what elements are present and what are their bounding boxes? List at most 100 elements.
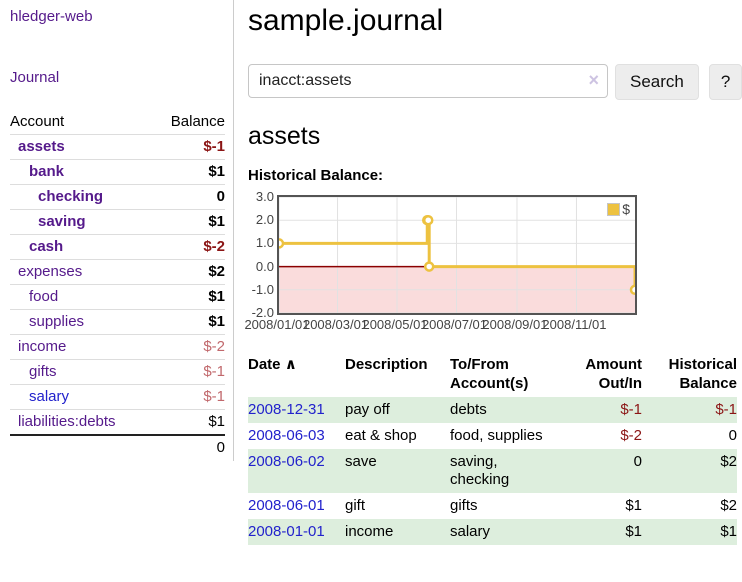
register-header-balance: Historical Balance [668,356,737,392]
search-help-button[interactable]: ? [708,64,742,100]
accounts-table: Account Balance assets $-1 bank $1 check… [10,110,225,459]
chart-legend: $ [605,200,632,218]
transaction-date-link[interactable]: 2008-12-31 [248,401,325,418]
account-row-saving: saving $1 [10,209,225,235]
account-balance-gifts: $-1 [152,359,225,385]
account-link-income[interactable]: income [18,338,67,355]
account-balance-checking: 0 [152,184,225,210]
account-balance-expenses: $2 [152,259,225,285]
x-axis-tick-label: 2008/07/01 [421,317,488,332]
chart-x-labels: 2008/01/01 2008/03/01 2008/05/01 2008/07/01… [244,317,637,333]
accounts-header-account: Account [10,113,65,130]
chart-plot-svg [279,197,635,313]
account-row-cash: cash $-2 [10,234,225,260]
journal-link[interactable]: Journal [10,69,60,86]
account-link-checking[interactable]: checking [38,188,104,205]
register-header-row: Date ∧ Description To/From Account(s) Am… [248,353,737,397]
balance-chart: 3.0 2.0 1.0 0.0 -1.0 -2.0 $ 2008/01/01 2008/03… [244,189,668,333]
account-row-liabilities-debts: liabilities:debts $1 [10,409,225,435]
register-header-description: Description [345,356,428,373]
account-balance-assets: $-1 [152,134,225,160]
transaction-date-link[interactable]: 2008-06-02 [248,453,325,470]
account-row-supplies: supplies $1 [10,309,225,335]
chart-plot: $ [277,195,637,315]
journal-nav: Journal [10,69,225,86]
register-header-date[interactable]: Date ∧ [248,353,345,397]
accounts-total-row: 0 [10,434,225,459]
legend-label: $ [622,201,630,217]
register-header-accounts: To/From Account(s) [450,356,529,392]
account-balance-bank: $1 [152,159,225,185]
date-header-label: Date [248,356,281,373]
transaction-balance: $2 [720,497,737,514]
y-axis-tick-label: -1.0 [251,281,274,297]
transaction-date-link[interactable]: 2008-01-01 [248,523,325,540]
account-row-income: income $-2 [10,334,225,360]
account-link-liabilities-debts[interactable]: liabilities:debts [18,413,116,430]
account-link-cash[interactable]: cash [29,238,64,255]
account-link-assets[interactable]: assets [18,138,65,155]
account-link-food[interactable]: food [29,288,59,305]
register-row: 2008-06-01 gift gifts $1 $2 [248,493,737,519]
account-heading: assets [248,122,321,150]
accounts-total-value: 0 [152,434,225,459]
transaction-balance: $1 [720,523,737,540]
transaction-date-link[interactable]: 2008-06-03 [248,427,325,444]
register-header-amount: Amount Out/In [585,356,642,392]
x-axis-tick-label: 2008/09/01 [482,317,548,332]
transaction-balance: $-1 [715,401,737,418]
account-balance-cash: $-2 [152,234,225,260]
account-row-food: food $1 [10,284,225,310]
account-balance-salary: $-1 [152,384,225,410]
accounts-header-balance: Balance [170,113,225,130]
sort-ascending-icon: ∧ [284,356,297,373]
transaction-accounts: debts [450,401,487,418]
account-link-bank[interactable]: bank [29,163,65,180]
transaction-accounts: saving, checking [450,453,510,488]
account-row-expenses: expenses $2 [10,259,225,285]
register-table: Date ∧ Description To/From Account(s) Am… [248,353,737,545]
account-balance-saving: $1 [152,209,225,235]
app-title: hledger-web [10,8,225,25]
transaction-balance: 0 [728,427,737,444]
account-link-expenses[interactable]: expenses [18,263,83,280]
app-title-link[interactable]: hledger-web [10,8,93,25]
account-balance-food: $1 [152,284,225,310]
transaction-amount: $-1 [620,401,642,418]
transaction-description: income [345,523,394,540]
transaction-description: save [345,453,377,470]
register-row: 2008-12-31 pay off debts $-1 $-1 [248,397,737,423]
transaction-amount: $-2 [620,427,642,444]
account-row-gifts: gifts $-1 [10,359,225,385]
transaction-description: pay off [345,401,390,418]
transaction-accounts: food, supplies [450,427,543,444]
transaction-description: gift [345,497,366,514]
x-axis-tick-label: 2008/01/01 [244,317,310,332]
search-input[interactable] [248,64,608,98]
transaction-date-link[interactable]: 2008-06-01 [248,497,325,514]
register-row: 2008-06-02 save saving, checking 0 $2 [248,449,737,493]
account-balance-liabilities-debts: $1 [152,409,225,435]
account-link-saving[interactable]: saving [38,213,86,230]
transaction-balance: $2 [720,453,737,470]
page-title: sample.journal [248,4,444,37]
clear-search-icon[interactable]: × [588,70,599,90]
account-balance-income: $-2 [152,334,225,360]
transaction-amount: $1 [625,497,642,514]
account-row-bank: bank $1 [10,159,225,185]
search-button[interactable]: Search [615,64,699,100]
accounts-header-row: Account Balance [10,110,225,135]
account-row-checking: checking 0 [10,184,225,210]
register-row: 2008-01-01 income salary $1 $1 [248,519,737,545]
account-link-supplies[interactable]: supplies [29,313,85,330]
transaction-accounts: gifts [450,497,478,514]
x-axis-tick-label: 2008/05/01 [362,317,428,332]
search-form: × Search ? [248,64,742,100]
page: hledger-web Journal Account Balance asse… [10,0,742,545]
account-balance-supplies: $1 [152,309,225,335]
transaction-amount: $1 [625,523,642,540]
y-axis-tick-label: -2.0 [251,305,274,320]
account-link-gifts[interactable]: gifts [29,363,57,380]
account-link-salary[interactable]: salary [29,388,70,405]
y-axis-tick-label: 1.0 [255,235,274,251]
